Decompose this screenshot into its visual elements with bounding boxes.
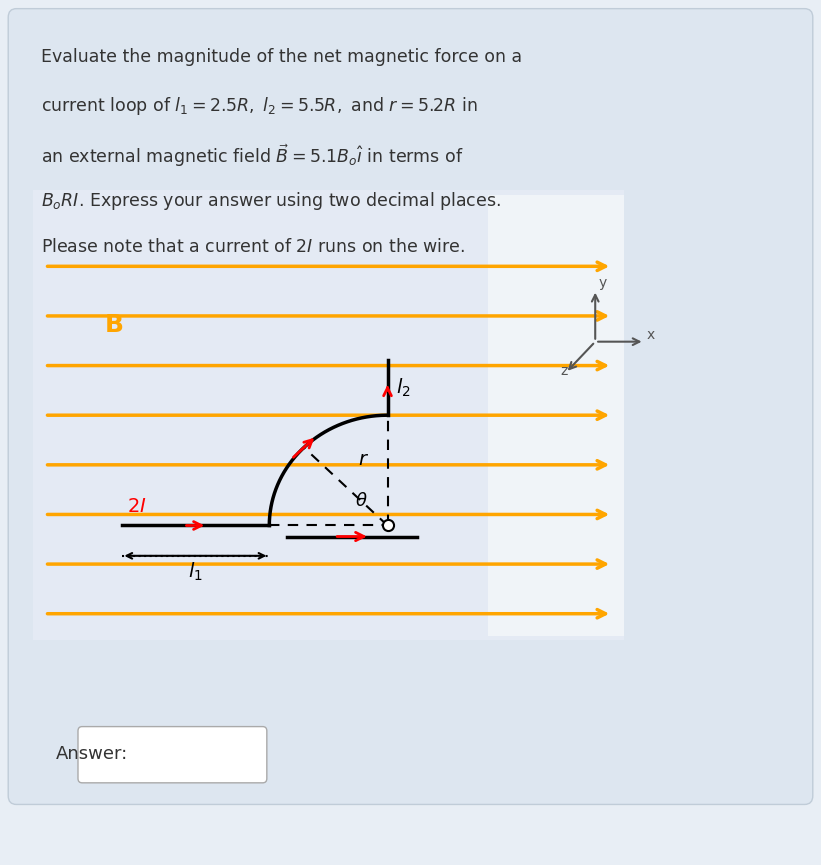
Text: $B_oRI$. Express your answer using two decimal places.: $B_oRI$. Express your answer using two d… [41, 190, 501, 212]
FancyBboxPatch shape [8, 9, 813, 804]
Bar [33, 190, 624, 640]
Text: $\theta$: $\theta$ [355, 492, 368, 510]
Text: current loop of $l_1 = 2.5R,\ l_2 = 5.5R,$ and $r = 5.2R$ in: current loop of $l_1 = 2.5R,\ l_2 = 5.5R… [41, 95, 478, 117]
Text: Answer:: Answer: [56, 746, 128, 763]
Text: $l_2$: $l_2$ [397, 376, 411, 399]
Text: $l_1$: $l_1$ [188, 561, 203, 583]
FancyBboxPatch shape [78, 727, 267, 783]
Text: $\mathbf{B}$: $\mathbf{B}$ [103, 313, 123, 337]
Text: Please note that a current of $2I$ runs on the wire.: Please note that a current of $2I$ runs … [41, 238, 465, 256]
Text: z: z [561, 364, 568, 378]
Text: an external magnetic field $\vec{B} = 5.1B_o\hat{\imath}$ in terms of: an external magnetic field $\vec{B} = 5.… [41, 143, 464, 170]
Text: y: y [599, 276, 608, 290]
Bar [488, 195, 624, 636]
Text: $r$: $r$ [358, 450, 369, 469]
Text: $2I$: $2I$ [127, 497, 147, 516]
Text: x: x [647, 328, 655, 342]
Bar [33, 666, 805, 787]
Text: Evaluate the magnitude of the net magnetic force on a: Evaluate the magnitude of the net magnet… [41, 48, 522, 66]
